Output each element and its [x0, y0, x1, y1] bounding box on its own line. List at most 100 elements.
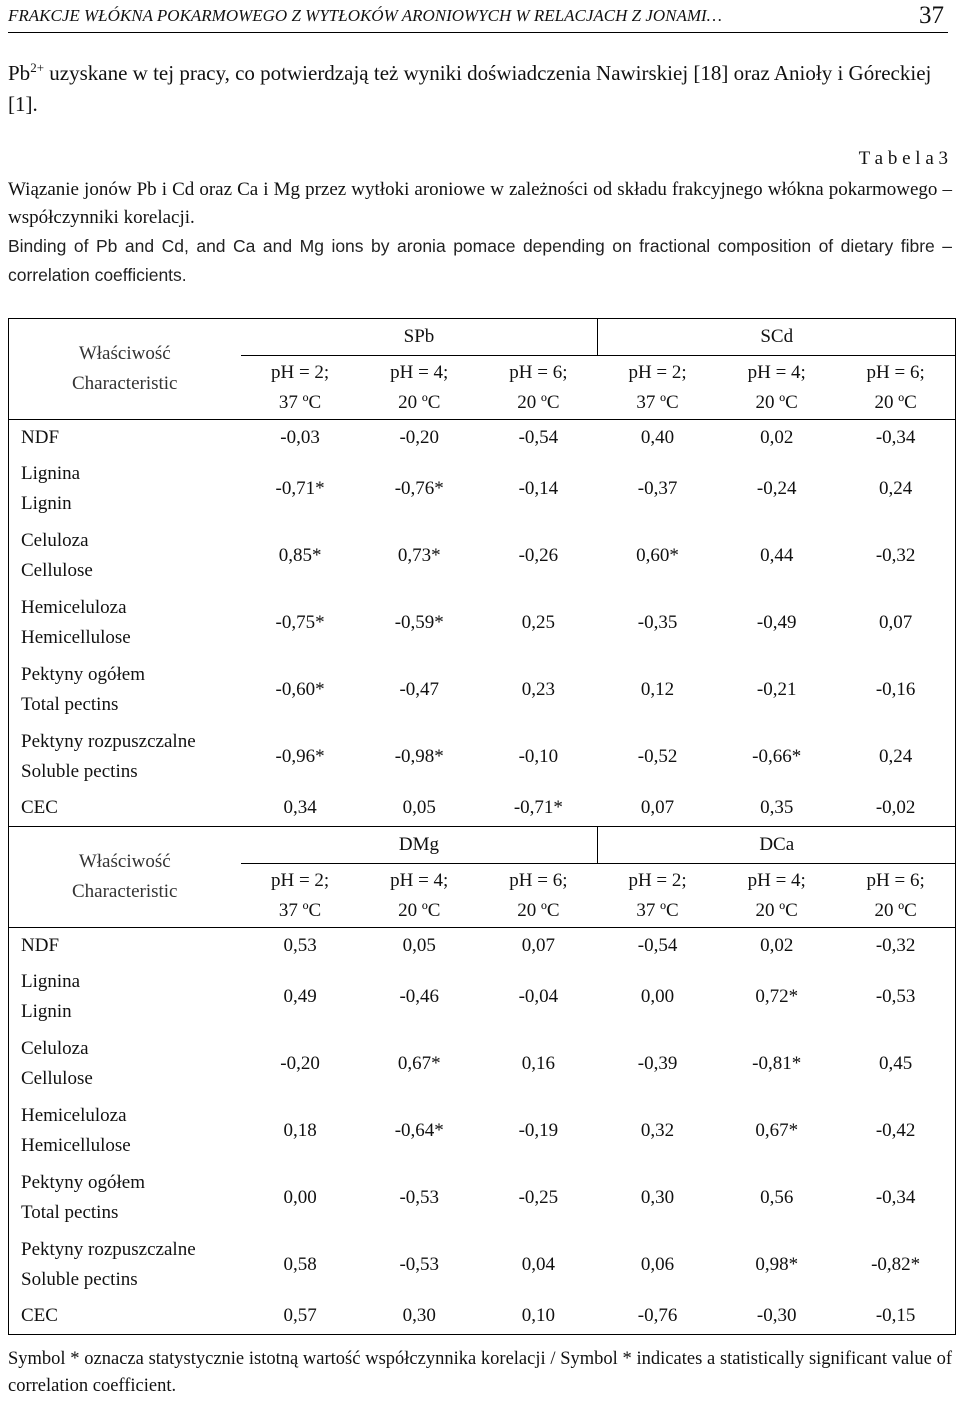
table-cell: 0,53: [283, 934, 317, 956]
table-cell: -0,04: [518, 986, 559, 1007]
table-row: Pektyny ogółem Total pectins -0,60* -0,47 0,…: [9, 657, 956, 724]
cell-line: Lignin: [21, 1001, 72, 1022]
table-cell: 0,67*: [755, 1120, 799, 1141]
cell-line: CEC: [21, 797, 58, 819]
cell-line: Lignina: [21, 971, 81, 992]
column-header: pH = 4; 20 ºC: [717, 356, 836, 420]
cell-line: Pektyny rozpuszczalne: [21, 1239, 196, 1260]
table-cell: 0,72*: [755, 986, 799, 1007]
table-cell: -0,59*: [394, 612, 444, 633]
cell-line: pH = 2;: [270, 361, 330, 383]
group-header: DMg: [240, 826, 598, 864]
table-cell: 0,60*: [636, 545, 679, 566]
cell-line: Total pectins: [21, 1202, 119, 1223]
table-cell: -0,24: [756, 478, 797, 499]
table-cell: -0,71*: [275, 478, 325, 499]
table-cell: 0,40: [640, 426, 675, 448]
table-cell: 0,30: [640, 1187, 675, 1208]
table-cell: 0,73*: [397, 545, 441, 566]
row-label: NDF: [9, 928, 241, 964]
running-header: FRAKCJE WŁÓKNA POKARMOWEGO Z WYTŁOKÓW AR…: [8, 2, 948, 33]
table-cell: -0,10: [518, 746, 559, 767]
column-header: pH = 2; 37 ºC: [598, 356, 717, 420]
table-cell: 0,98*: [755, 1254, 799, 1275]
table-cell: -0,34: [875, 1187, 916, 1208]
column-header: pH = 6; 20 ºC: [479, 864, 598, 928]
table-cell: -0,81*: [752, 1053, 802, 1074]
table-row: Pektyny ogółem Total pectins 0,00 -0,53 -0,2…: [9, 1165, 956, 1232]
table-cell: 0,10: [521, 1305, 556, 1327]
table-cell: -0,19: [518, 1120, 559, 1141]
table-cell: 0,23: [521, 679, 556, 700]
table-title-en: Binding of Pb and Cd, and Ca and Mg ions…: [8, 236, 952, 285]
table-cell: 0,07: [879, 612, 913, 633]
table-cell: 0,56: [760, 1187, 794, 1208]
cell-line: Hemiceluloza: [21, 597, 127, 618]
row-label: Lignina Lignin: [9, 964, 241, 1031]
column-header: pH = 2; 37 ºC: [241, 356, 360, 420]
table-cell: -0,53: [399, 1187, 440, 1208]
table-cell: -0,82*: [871, 1254, 921, 1275]
table-label: T a b e l a 3: [858, 148, 948, 169]
table-cell: -0,20: [399, 426, 440, 448]
cell-line: NDF: [21, 426, 60, 448]
table-cell: 0,30: [402, 1305, 436, 1327]
table-cell: -0,25: [518, 1187, 559, 1208]
property-header: Właściwość Characteristic: [9, 319, 241, 420]
cell-line: pH = 6;: [866, 869, 925, 891]
table-cell: -0,37: [637, 478, 678, 499]
table-row: Celuloza Cellulose 0,85* 0,73* -0,26 0,60* 0,4…: [9, 523, 956, 590]
cell-line: Total pectins: [21, 694, 119, 715]
cell-line: Cellulose: [21, 560, 93, 581]
cell-line: Hemicellulose: [21, 627, 131, 648]
table-cell: 0,34: [283, 797, 317, 819]
header-row: pH = 2; 37 ºC pH = 4; 20 ºC pH = 6; 20 ºC pH =…: [8, 864, 956, 928]
table-cell: -0,76: [637, 1305, 678, 1327]
header-row: pH = 2; 37 ºC pH = 4; 20 ºC pH = 6; 20 ºC pH =…: [8, 356, 956, 420]
cell-line: Celuloza: [21, 1038, 89, 1059]
table-cell: 0,67*: [397, 1053, 441, 1074]
table-row: Celuloza Cellulose -0,20 0,67* 0,16 -0,39 -0,8…: [9, 1031, 956, 1098]
table-cell: 0,00: [283, 1187, 317, 1208]
cell-line: pH = 2;: [628, 869, 687, 891]
intro-text: uzyskane w tej pracy, co potwierdzają te…: [8, 61, 932, 116]
table-row: CEC 0,34 0,05 -0,71* 0,07 0,35 -0,02: [9, 791, 956, 827]
cell-line: 20 ºC: [755, 391, 798, 413]
row-label: Pektyny rozpuszczalne Soluble pectins: [9, 1232, 241, 1299]
table-cell: -0,34: [875, 426, 916, 448]
cell-line: Cellulose: [21, 1068, 93, 1089]
cell-line: pH = 4;: [390, 869, 449, 891]
cell-line: pH = 4;: [747, 869, 806, 891]
cell-line: NDF: [21, 934, 60, 956]
table-cell: -0,30: [756, 1305, 797, 1327]
table-cell: -0,54: [637, 934, 678, 956]
row-label: Celuloza Cellulose: [9, 1031, 241, 1098]
cell-line: CEC: [21, 1305, 58, 1327]
running-title: FRAKCJE WŁÓKNA POKARMOWEGO Z WYTŁOKÓW AR…: [8, 6, 722, 25]
header-row: Właściwość Characteristic SPb SCd: [9, 318, 956, 394]
cell-line: Pektyny ogółem: [21, 1172, 146, 1193]
table-row: Lignina Lignin -0,71* -0,76* -0,14 -0,37 -0,24…: [9, 456, 956, 523]
table-cell: -0,52: [637, 746, 678, 767]
cell-line: Hemicellulose: [21, 1135, 131, 1156]
table-cell: -0,16: [875, 679, 916, 700]
table-cell: -0,15: [875, 1305, 916, 1327]
table-cell: -0,20: [280, 1053, 320, 1074]
table-cell: -0,49: [756, 612, 797, 633]
table-cell: 0,25: [521, 612, 556, 633]
cell-line: Soluble pectins: [21, 761, 138, 782]
cell-line: 20 ºC: [517, 899, 560, 921]
table-row: NDF 0,53 0,05 0,07 -0,54 0,02 -0,32: [9, 928, 956, 964]
cell-line: 20 ºC: [517, 391, 560, 413]
table-cell: -0,75*: [275, 612, 325, 633]
table-row: Hemiceluloza Hemicellulose -0,75* -0,59* 0,2…: [9, 590, 956, 657]
table-cell: -0,53: [875, 986, 916, 1007]
column-header: pH = 4; 20 ºC: [717, 864, 836, 928]
cell-line: Celuloza: [21, 530, 89, 551]
cell-line: pH = 6;: [866, 361, 925, 383]
cell-line: Pektyny rozpuszczalne: [21, 731, 196, 752]
table-row: Pektyny rozpuszczalne Soluble pectins -0,9…: [9, 724, 956, 791]
cell-line: 37 ºC: [636, 391, 679, 413]
table-cell: 0,12: [640, 679, 675, 700]
